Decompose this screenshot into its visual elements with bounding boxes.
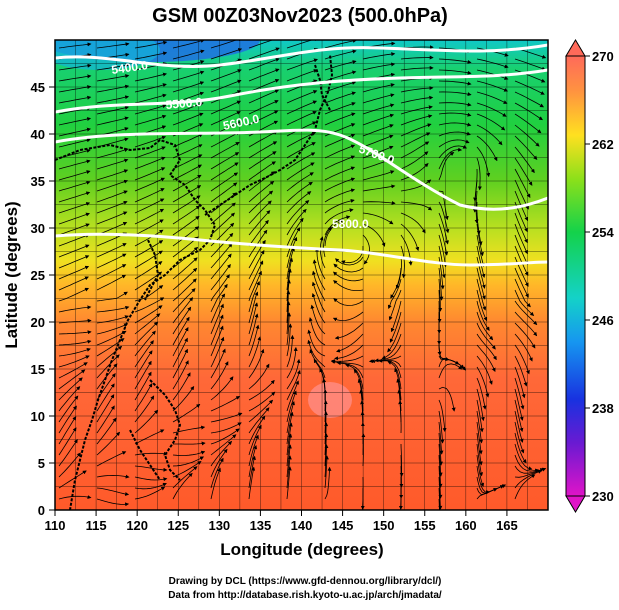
y-axis: 0 5 10 15 20 25 30 35 40 45 xyxy=(31,80,55,518)
x-axis-label: Longitude (degrees) xyxy=(220,540,383,559)
contour-label-5500: 5500.0 xyxy=(165,95,203,112)
credit-line-2: Data from http://database.rish.kyoto-u.a… xyxy=(168,590,442,601)
x-tick-label: 120 xyxy=(126,518,148,533)
colorbar-tick-label: 254 xyxy=(592,225,614,240)
x-tick-label: 160 xyxy=(455,518,477,533)
x-tick-label: 110 xyxy=(45,518,66,533)
y-tick-label: 5 xyxy=(38,456,45,471)
x-tick-label: 130 xyxy=(208,518,230,533)
credit-line-1: Drawing by DCL (https://www.gfd-dennou.o… xyxy=(169,576,442,587)
y-tick-label: 30 xyxy=(31,221,45,236)
contour-label-5800: 5800.0 xyxy=(332,217,369,231)
colorbar-tick-label: 246 xyxy=(592,313,614,328)
x-tick-label: 125 xyxy=(167,518,189,533)
y-tick-label: 40 xyxy=(31,127,45,142)
y-tick-label: 45 xyxy=(31,80,45,95)
colorbar-tick-label: 262 xyxy=(592,137,614,152)
x-tick-label: 115 xyxy=(86,518,107,533)
y-tick-label: 15 xyxy=(31,362,45,377)
y-tick-label: 0 xyxy=(38,503,45,518)
chart-title: GSM 00Z03Nov2023 (500.0hPa) xyxy=(152,5,448,27)
x-tick-label: 140 xyxy=(291,518,313,533)
y-tick-label: 25 xyxy=(31,268,45,283)
y-tick-label: 10 xyxy=(31,409,45,424)
colorbar-tick-label: 230 xyxy=(592,489,614,504)
x-axis: 110 115 120 125 130 135 140 145 150 155 160 165 xyxy=(45,510,518,533)
contour-label-5400: 5400.0 xyxy=(110,58,149,77)
colorbar-tick-label: 238 xyxy=(592,401,614,416)
x-tick-label: 150 xyxy=(373,518,395,533)
x-tick-label: 145 xyxy=(332,518,354,533)
coastlines xyxy=(55,54,334,510)
grid xyxy=(55,40,548,510)
x-tick-label: 155 xyxy=(414,518,436,533)
streamlines xyxy=(58,40,547,510)
plot-area: 5400.0 5500.0 5600.0 5700.0 5800.0 xyxy=(55,40,548,510)
colorbar: 270 262 254 246 238 230 xyxy=(565,39,614,513)
x-tick-label: 165 xyxy=(496,518,518,533)
y-tick-label: 35 xyxy=(31,174,45,189)
y-tick-label: 20 xyxy=(31,315,45,330)
x-tick-label: 135 xyxy=(250,518,272,533)
height-contours xyxy=(55,43,548,267)
colorbar-ticks: 270 262 254 246 238 230 xyxy=(585,49,614,504)
colorbar-tick-label: 270 xyxy=(592,49,614,64)
y-axis-label: Latitude (degrees) xyxy=(2,201,21,348)
